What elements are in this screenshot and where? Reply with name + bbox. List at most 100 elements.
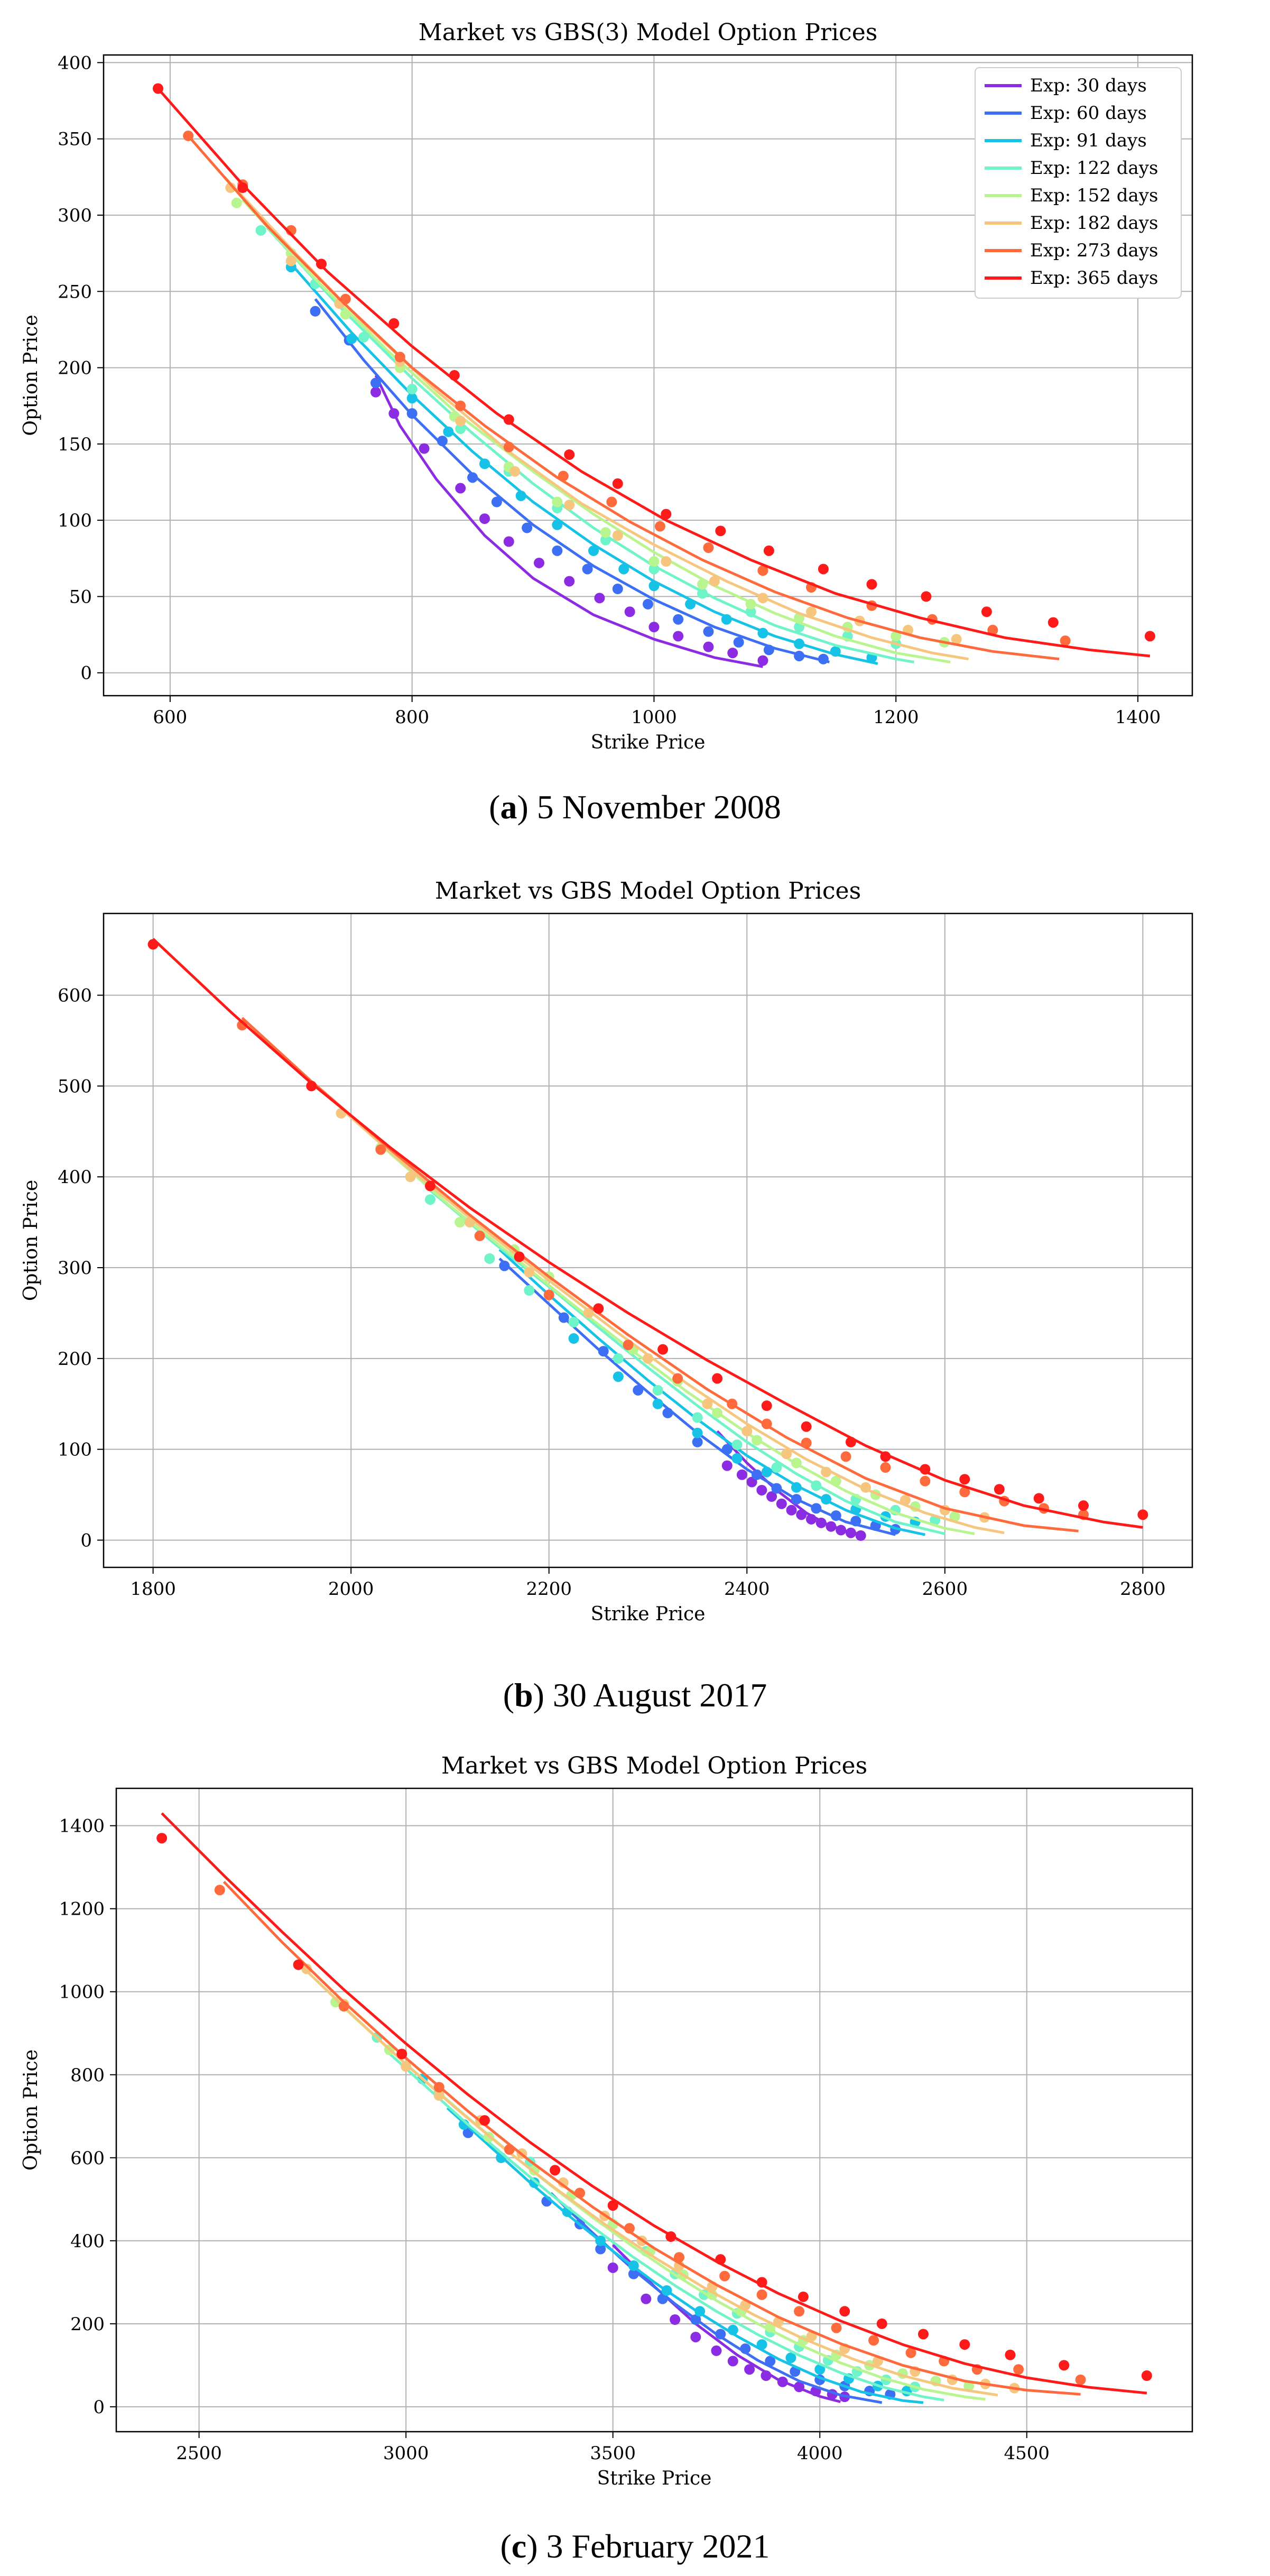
grid-lines [116,1788,1192,2432]
data-point [648,622,660,633]
data-point [845,1527,856,1538]
data-point [921,591,932,602]
series-365d [153,83,1155,658]
data-point [491,496,502,507]
data-point [794,2381,805,2393]
data-point [237,182,248,193]
data-point [503,441,514,453]
series-line [379,1144,975,1535]
data-point [721,1444,733,1455]
data-point [433,2082,444,2093]
legend-label: Exp: 152 days [1030,185,1158,206]
data-point [855,1530,866,1541]
data-point [891,631,902,642]
data-point [673,631,684,642]
data-point [558,470,569,482]
y-tick-label: 1200 [59,1899,105,1920]
data-point [731,1453,743,1464]
data-point [661,509,672,520]
data-point [712,1373,723,1384]
series-line [224,176,969,661]
data-point [702,1398,713,1409]
data-point [214,1885,225,1896]
data-point [564,500,575,511]
data-point [449,370,460,381]
data-point [806,606,817,617]
data-point [406,383,418,394]
legend: Exp: 30 days Exp: 60 days Exp: 91 days Exp:… [975,67,1182,299]
chart-panel-b: Market vs GBS Model Option Prices 1800 200… [0,856,1270,1723]
data-point [670,2314,681,2325]
x-tick-label: 2600 [922,1578,968,1600]
data-point [524,1285,535,1296]
y-tick-label: 0 [80,1530,92,1551]
data-point [756,2277,767,2288]
data-point [697,588,708,599]
y-tick-label: 500 [58,1076,92,1097]
data-point [455,400,466,411]
data-point [401,2061,412,2072]
series-182d [301,1963,1020,2397]
y-axis-label: Option Price [20,2049,42,2171]
data-point [733,637,744,648]
data-point [612,530,623,541]
data-point [479,513,490,524]
data-point [731,1439,743,1451]
series-91d [417,2073,924,2404]
chart-panel-c: Market vs GBS Model Option Prices 2500 300… [0,1713,1270,2576]
grid-lines [104,913,1192,1567]
data-point [745,598,756,610]
x-tick-label: 3500 [590,2443,636,2464]
data-point [612,584,623,594]
data-point [1078,1500,1089,1511]
data-point [745,606,756,617]
legend-label: Exp: 30 days [1030,75,1147,96]
series-line [498,1248,925,1536]
x-tick-label: 3000 [383,2443,429,2464]
data-point [665,2231,676,2242]
data-point [643,598,653,610]
data-point [672,1373,683,1384]
data-point [880,1451,891,1462]
data-point [806,1513,817,1525]
data-point [583,1307,594,1318]
y-tick-label: 400 [58,52,92,73]
data-point [763,644,774,655]
x-axis-label: Strike Price [591,1603,706,1625]
legend-label: Exp: 365 days [1030,267,1158,289]
data-point [595,2235,606,2246]
data-point [657,2293,668,2304]
data-point [515,490,526,501]
data-point [618,564,629,575]
series-line [157,87,1151,658]
data-point [951,634,962,645]
data-point [756,2339,767,2350]
data-point [756,1484,767,1495]
series-365d [147,938,1148,1529]
data-point [757,593,768,604]
data-point [727,2324,738,2335]
data-point [568,1317,579,1328]
data-point [703,626,714,637]
data-point [301,1963,312,1974]
data-point [791,1482,802,1493]
x-tick-label: 1000 [631,707,677,728]
data-point [1141,2370,1152,2381]
y-tick-label: 200 [58,1349,92,1370]
data-point [1144,631,1155,642]
data-point [994,1484,1005,1495]
data-point [826,1521,837,1532]
series-91d [285,262,878,665]
data-point [503,536,514,547]
data-point [860,1482,871,1493]
data-point [905,2347,916,2358]
legend-box [975,67,1182,299]
data-point [694,2306,706,2317]
y-tick-label: 350 [58,129,92,150]
caption-a: (a) 5 November 2008 [489,788,781,826]
data-point [709,576,720,587]
data-point [949,1511,960,1522]
data-point [752,1469,762,1480]
data-point [388,408,400,419]
data-point [606,496,617,507]
